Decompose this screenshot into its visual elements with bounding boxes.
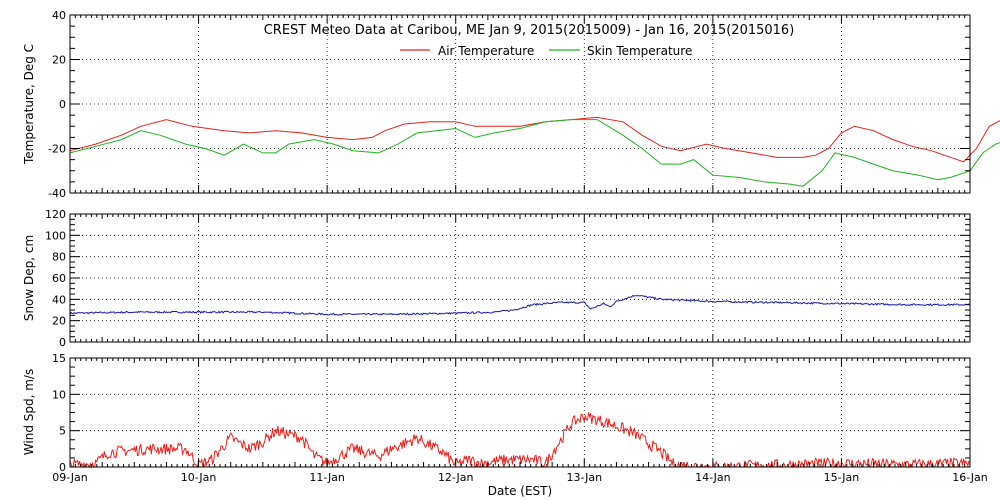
snow-depth-ticks bbox=[69, 213, 971, 343]
y-tick-label: 80 bbox=[52, 251, 66, 264]
x-tick-label: 16-Jan bbox=[952, 471, 988, 484]
x-tick-label: 13-Jan bbox=[567, 471, 603, 484]
x-tick-labels: 09-Jan 10-Jan 11-Jan 12-Jan 13-Jan 14-Jan 15-J… bbox=[52, 471, 988, 484]
y-tick-label: 0 bbox=[59, 461, 66, 474]
wind-speed-panel: 0 5 10 15 Wind Spd, m/s bbox=[22, 352, 971, 474]
snow-depth-panel: 0 20 40 60 80 100 120 Snow Dep, cm bbox=[22, 208, 971, 349]
y-tick-label: 20 bbox=[52, 315, 66, 328]
y-tick-label: 40 bbox=[52, 9, 66, 22]
wind-speed-series bbox=[69, 412, 971, 469]
x-tick-label: 15-Jan bbox=[824, 471, 860, 484]
snow-depth-y-tick-labels: 0 20 40 60 80 100 120 bbox=[45, 208, 66, 349]
y-tick-label: -20 bbox=[48, 143, 66, 156]
series-line-0-1 bbox=[69, 119, 1000, 187]
chart-title: CREST Meteo Data at Caribou, ME Jan 9, 2… bbox=[264, 23, 795, 38]
snow-depth-grid bbox=[70, 214, 970, 342]
series-line-2-0 bbox=[69, 412, 971, 469]
y-tick-label: 0 bbox=[59, 98, 66, 111]
y-tick-label: 100 bbox=[45, 229, 66, 242]
temperature-y-tick-labels: -40 -20 0 20 40 bbox=[48, 9, 66, 200]
x-tick-label: 09-Jan bbox=[52, 471, 88, 484]
temperature-panel: -40 -20 0 20 40 Temperature, Deg C CREST Met… bbox=[22, 9, 1000, 200]
legend-air-temperature: Air Temperature bbox=[438, 44, 534, 58]
y-tick-label: 0 bbox=[59, 336, 66, 349]
y-tick-label: 60 bbox=[52, 272, 66, 285]
snow-depth-y-axis-label: Snow Dep, cm bbox=[22, 235, 36, 321]
y-tick-label: -40 bbox=[48, 187, 66, 200]
temperature-ticks bbox=[69, 14, 971, 194]
x-tick-label: 10-Jan bbox=[181, 471, 217, 484]
wind-speed-y-axis-label: Wind Spd, m/s bbox=[22, 369, 36, 455]
y-tick-label: 10 bbox=[52, 388, 66, 401]
snow-depth-series bbox=[69, 294, 971, 316]
temperature-y-axis-label: Temperature, Deg C bbox=[22, 44, 36, 165]
x-tick-label: 11-Jan bbox=[309, 471, 345, 484]
y-tick-label: 15 bbox=[52, 352, 66, 365]
series-line-1-0 bbox=[69, 294, 971, 316]
temperature-series bbox=[69, 116, 1000, 187]
y-tick-label: 5 bbox=[59, 425, 66, 438]
legend-skin-temperature: Skin Temperature bbox=[587, 44, 692, 58]
x-tick-label: 14-Jan bbox=[695, 471, 731, 484]
temperature-grid bbox=[70, 15, 970, 193]
x-axis-label: Date (EST) bbox=[488, 484, 552, 498]
series-line-0-0 bbox=[69, 116, 1000, 163]
y-tick-label: 20 bbox=[52, 54, 66, 67]
wind-speed-y-tick-labels: 0 5 10 15 bbox=[52, 352, 66, 474]
x-tick-label: 12-Jan bbox=[438, 471, 474, 484]
y-tick-label: 40 bbox=[52, 293, 66, 306]
legend: Air Temperature Skin Temperature bbox=[400, 44, 692, 58]
wind-speed-ticks bbox=[69, 357, 971, 468]
y-tick-label: 120 bbox=[45, 208, 66, 221]
